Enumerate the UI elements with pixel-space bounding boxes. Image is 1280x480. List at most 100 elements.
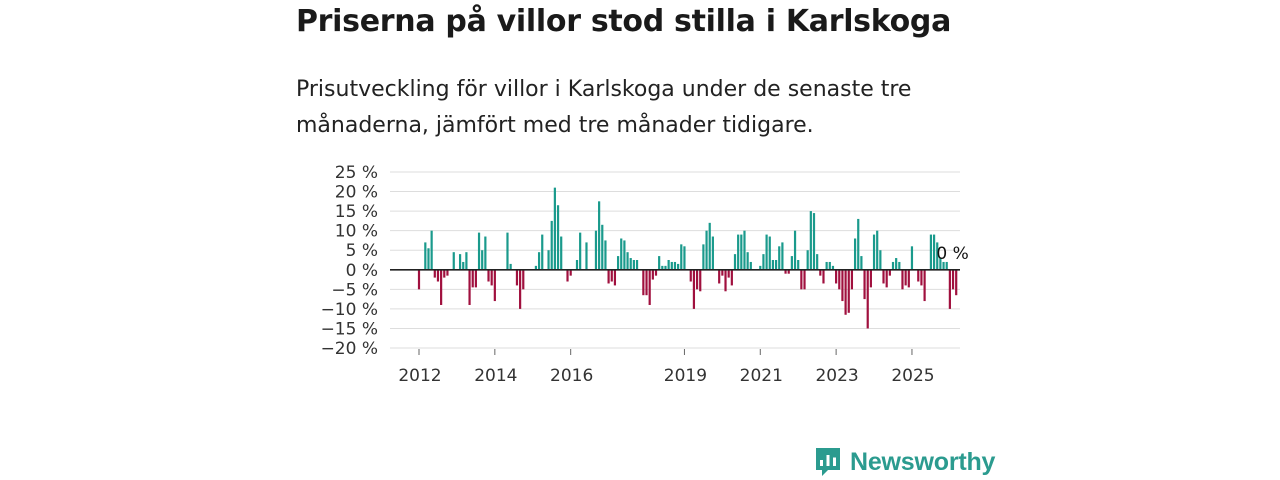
bar xyxy=(560,236,563,270)
bar xyxy=(651,269,654,280)
bar xyxy=(781,242,784,270)
bar xyxy=(819,269,822,276)
x-tick-label: 2023 xyxy=(815,366,858,386)
bar xyxy=(474,269,477,288)
bar xyxy=(759,265,762,270)
bar xyxy=(519,269,522,309)
bar xyxy=(446,269,449,276)
bar xyxy=(468,269,471,305)
brand-logo: Newsworthy xyxy=(814,444,995,480)
last-value-label: 0 % xyxy=(936,244,968,264)
bar xyxy=(579,232,582,270)
bar xyxy=(620,238,623,270)
bar xyxy=(910,246,914,270)
brand-name: Newsworthy xyxy=(850,447,996,476)
bar xyxy=(841,269,844,302)
bar xyxy=(458,254,462,270)
bar xyxy=(920,269,923,286)
bar xyxy=(452,252,455,270)
bar xyxy=(831,265,835,270)
bar xyxy=(762,254,765,270)
y-tick-label: 10 % xyxy=(335,222,378,242)
bar xyxy=(683,246,686,270)
bar xyxy=(939,258,942,270)
bar xyxy=(506,232,509,270)
bar xyxy=(828,261,831,270)
bar xyxy=(607,269,610,284)
bar xyxy=(929,234,933,270)
x-tick-label: 2012 xyxy=(398,366,441,386)
bar xyxy=(850,269,854,290)
bar xyxy=(610,269,613,282)
bar xyxy=(847,269,850,313)
bar xyxy=(645,269,648,296)
bar xyxy=(907,269,910,288)
bar xyxy=(895,258,898,270)
bar xyxy=(790,256,793,270)
bar xyxy=(806,250,809,270)
bar xyxy=(509,263,512,270)
bar xyxy=(711,236,714,270)
bar xyxy=(800,269,803,290)
bar xyxy=(661,265,664,270)
bar xyxy=(932,234,936,270)
bar xyxy=(629,258,632,270)
bar xyxy=(522,269,525,290)
bar xyxy=(835,269,838,284)
bar xyxy=(869,269,872,288)
bar xyxy=(876,230,879,270)
bar xyxy=(462,261,465,270)
bar xyxy=(812,213,816,270)
bar xyxy=(746,252,749,270)
bar xyxy=(737,234,740,270)
bar xyxy=(743,230,746,270)
y-axis-labels: 25 %20 %15 %10 %5 %0 %−5 %−10 %−15 %−20 … xyxy=(321,163,378,359)
bar xyxy=(778,246,781,270)
y-tick-label: 5 % xyxy=(346,241,378,261)
bar xyxy=(822,269,825,284)
bar xyxy=(680,244,683,270)
bar xyxy=(885,269,888,288)
annotations: 0 % xyxy=(936,244,968,264)
bar xyxy=(575,260,579,270)
bar xyxy=(816,254,819,270)
bar xyxy=(626,252,629,270)
bar xyxy=(430,230,433,270)
bar-chart: 25 %20 %15 %10 %5 %0 %−5 %−10 %−15 %−20 … xyxy=(321,163,969,386)
bar xyxy=(857,218,860,270)
bar xyxy=(866,269,869,329)
bar xyxy=(667,260,670,270)
bar xyxy=(436,269,440,282)
bar xyxy=(484,236,487,270)
bar xyxy=(490,269,493,286)
bar xyxy=(613,269,617,286)
y-tick-label: −5 % xyxy=(331,280,378,300)
bar xyxy=(632,260,635,270)
bar xyxy=(768,236,771,270)
bar xyxy=(569,269,572,276)
bar xyxy=(853,238,857,270)
bar xyxy=(664,265,667,270)
bar xyxy=(797,260,800,270)
bars xyxy=(417,187,958,329)
bar xyxy=(787,269,790,274)
bar xyxy=(699,269,702,292)
x-axis-labels: 2012 2014 2016 2019 2021 2023 2025 xyxy=(398,349,935,386)
bar xyxy=(670,261,673,270)
bar xyxy=(702,244,705,270)
bar xyxy=(471,269,474,288)
bar xyxy=(860,256,863,270)
bar xyxy=(658,256,661,270)
bar xyxy=(433,269,436,278)
bar xyxy=(443,269,446,278)
bar xyxy=(534,265,538,270)
bar xyxy=(598,201,601,270)
bar xyxy=(882,269,885,284)
bar xyxy=(623,240,626,270)
bar xyxy=(730,269,733,286)
bar xyxy=(936,242,939,270)
bar xyxy=(537,252,541,270)
y-tick-label: −10 % xyxy=(321,300,378,320)
bar xyxy=(550,220,553,270)
bar xyxy=(642,269,645,296)
